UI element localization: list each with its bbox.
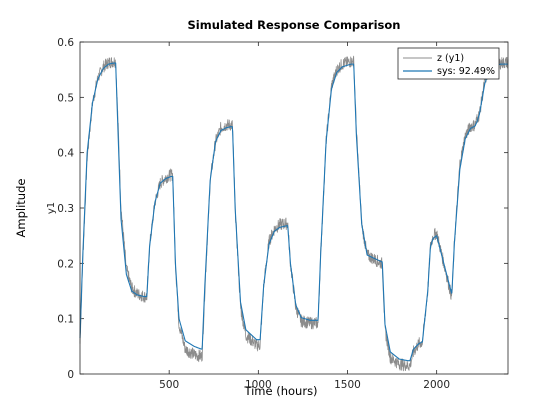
x-axis-label: Time (hours): [243, 384, 317, 398]
y-tick-label: 0.4: [57, 148, 74, 160]
plot-frame: [79, 41, 509, 375]
series-model-line: [79, 62, 509, 362]
y-axis-label: Amplitude: [14, 179, 28, 238]
legend-label-model: sys: 92.49%: [437, 66, 495, 77]
channel-label: y1: [46, 202, 57, 214]
legend: z (y1) sys: 92.49%: [397, 47, 500, 80]
y-tick-label: 0.5: [57, 92, 74, 104]
x-tick-label: 2000: [423, 379, 450, 391]
y-tick-label: 0.3: [57, 203, 74, 215]
y-tick-label: 0: [67, 369, 74, 381]
plot-area: [80, 42, 508, 374]
x-tick-label: 1000: [245, 379, 272, 391]
chart-title: Simulated Response Comparison: [188, 18, 401, 32]
y-tick-label: 0.2: [57, 258, 74, 270]
legend-box: [397, 47, 500, 80]
x-axis: 500 1000 1500 2000: [159, 42, 450, 391]
y-tick-label: 0.6: [57, 37, 74, 49]
x-tick-label: 500: [159, 379, 179, 391]
y-tick-label: 0.1: [57, 314, 74, 326]
x-tick-label: 1500: [334, 379, 361, 391]
series-layer: [79, 55, 509, 372]
legend-label-measured: z (y1): [437, 53, 464, 64]
